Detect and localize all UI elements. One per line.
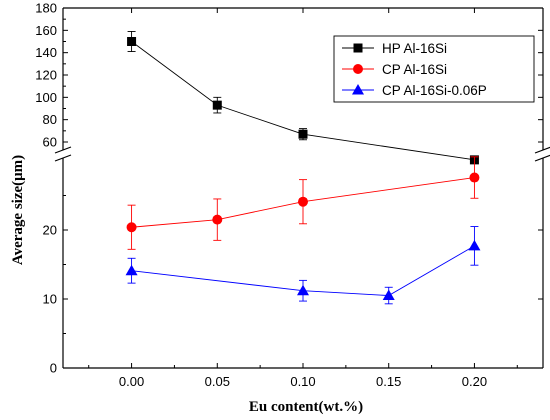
data-point <box>127 37 137 46</box>
y-tick-label: 120 <box>35 68 57 83</box>
data-point <box>468 239 481 251</box>
ticks: 60 80 100 120 140 160 180 0 10 20 0.00 0.05 0.10 0.15… <box>35 1 543 389</box>
x-tick-label: 0.15 <box>376 374 401 389</box>
axis-break-right-b <box>534 154 550 162</box>
legend-marker <box>353 64 363 74</box>
y-tick-label: 140 <box>35 45 57 60</box>
y-axis-title: Average size(μm) <box>10 155 26 265</box>
x-tick-label: 0.05 <box>205 374 230 389</box>
data-point <box>469 172 480 183</box>
data-point <box>382 289 395 301</box>
y-tick-label: 160 <box>35 23 57 38</box>
x-tick-label: 0.10 <box>290 374 315 389</box>
data-point <box>212 100 222 110</box>
x-tick-label: 0.20 <box>462 374 487 389</box>
y-tick-label: 100 <box>35 90 57 105</box>
series-2 <box>126 156 480 250</box>
data-point <box>298 196 308 207</box>
series-line <box>131 177 475 228</box>
legend-label: HP Al-16Si <box>382 41 447 56</box>
y-tick-label: 20 <box>43 223 57 238</box>
data-point <box>212 214 223 225</box>
legend-label: CP Al-16Si-0.06P <box>382 83 487 98</box>
x-tick-label: 0.00 <box>119 374 144 389</box>
legend-marker <box>353 43 363 53</box>
series-line <box>131 245 475 297</box>
legend-label: CP Al-16Si <box>382 62 447 77</box>
data-point <box>125 264 138 276</box>
axis-break-left-b <box>54 154 72 162</box>
y-tick-label: 0 <box>50 361 57 376</box>
y-tick-label: 60 <box>43 135 57 150</box>
data-point <box>126 222 137 233</box>
legend-marker <box>352 84 364 95</box>
data-point <box>298 129 308 139</box>
series-line <box>131 41 475 161</box>
axis-break-right-a <box>534 146 550 154</box>
series-3 <box>125 226 481 305</box>
axis-break-left-a <box>54 146 72 154</box>
y-tick-label: 80 <box>43 112 57 127</box>
x-axis-title: Eu content(wt.%) <box>249 399 363 415</box>
y-tick-label: 10 <box>43 292 57 307</box>
y-tick-label: 180 <box>35 1 57 16</box>
legend: HP Al-16Si CP Al-16Si CP Al-16Si-0.06P <box>333 35 535 103</box>
series <box>125 31 481 305</box>
data-point <box>297 284 309 296</box>
